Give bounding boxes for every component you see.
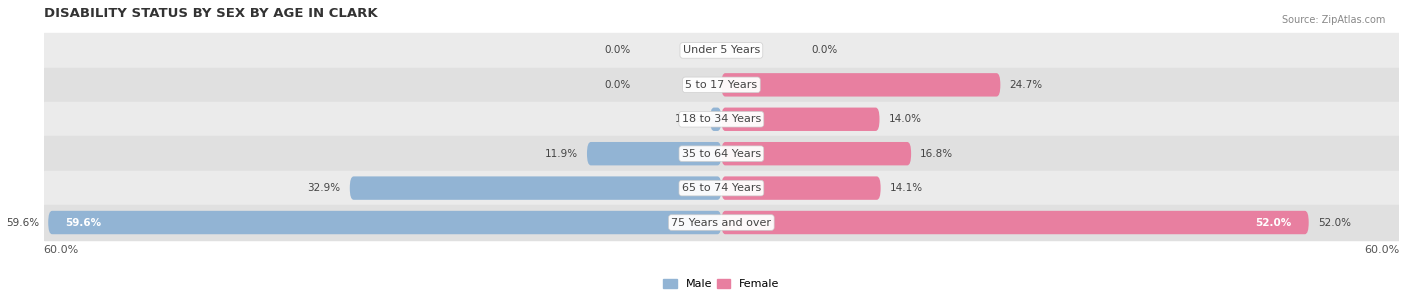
FancyBboxPatch shape bbox=[721, 108, 880, 131]
Bar bbox=[44, 205, 1399, 240]
Text: 65 to 74 Years: 65 to 74 Years bbox=[682, 183, 761, 193]
Text: DISABILITY STATUS BY SEX BY AGE IN CLARK: DISABILITY STATUS BY SEX BY AGE IN CLARK bbox=[44, 7, 377, 20]
Text: 52.0%: 52.0% bbox=[1317, 217, 1351, 228]
Bar bbox=[44, 136, 1399, 171]
Text: 59.6%: 59.6% bbox=[65, 217, 101, 228]
FancyBboxPatch shape bbox=[721, 176, 880, 200]
Text: 35 to 64 Years: 35 to 64 Years bbox=[682, 149, 761, 159]
Text: 32.9%: 32.9% bbox=[308, 183, 340, 193]
FancyBboxPatch shape bbox=[350, 176, 721, 200]
Text: 0.0%: 0.0% bbox=[811, 45, 838, 56]
Text: 18 to 34 Years: 18 to 34 Years bbox=[682, 114, 761, 124]
Bar bbox=[44, 171, 1399, 205]
FancyBboxPatch shape bbox=[721, 73, 1000, 97]
Legend: Male, Female: Male, Female bbox=[659, 274, 783, 293]
Text: 0.0%: 0.0% bbox=[605, 80, 631, 90]
Text: Source: ZipAtlas.com: Source: ZipAtlas.com bbox=[1281, 15, 1385, 25]
Text: 11.9%: 11.9% bbox=[544, 149, 578, 159]
Text: 14.1%: 14.1% bbox=[890, 183, 922, 193]
Text: 60.0%: 60.0% bbox=[1364, 245, 1399, 255]
FancyBboxPatch shape bbox=[721, 142, 911, 165]
FancyBboxPatch shape bbox=[586, 142, 721, 165]
Text: 60.0%: 60.0% bbox=[44, 245, 79, 255]
Bar bbox=[44, 102, 1399, 136]
Text: 14.0%: 14.0% bbox=[889, 114, 921, 124]
Text: 75 Years and over: 75 Years and over bbox=[672, 217, 772, 228]
Text: 0.0%: 0.0% bbox=[605, 45, 631, 56]
Text: 16.8%: 16.8% bbox=[920, 149, 953, 159]
Text: Under 5 Years: Under 5 Years bbox=[683, 45, 761, 56]
Text: 52.0%: 52.0% bbox=[1256, 217, 1292, 228]
FancyBboxPatch shape bbox=[721, 211, 1309, 234]
Bar bbox=[44, 33, 1399, 68]
FancyBboxPatch shape bbox=[48, 211, 721, 234]
Bar bbox=[44, 68, 1399, 102]
Text: 5 to 17 Years: 5 to 17 Years bbox=[685, 80, 758, 90]
Text: 59.6%: 59.6% bbox=[6, 217, 39, 228]
FancyBboxPatch shape bbox=[710, 108, 721, 131]
Text: 24.7%: 24.7% bbox=[1010, 80, 1042, 90]
Text: 1.0%: 1.0% bbox=[675, 114, 702, 124]
